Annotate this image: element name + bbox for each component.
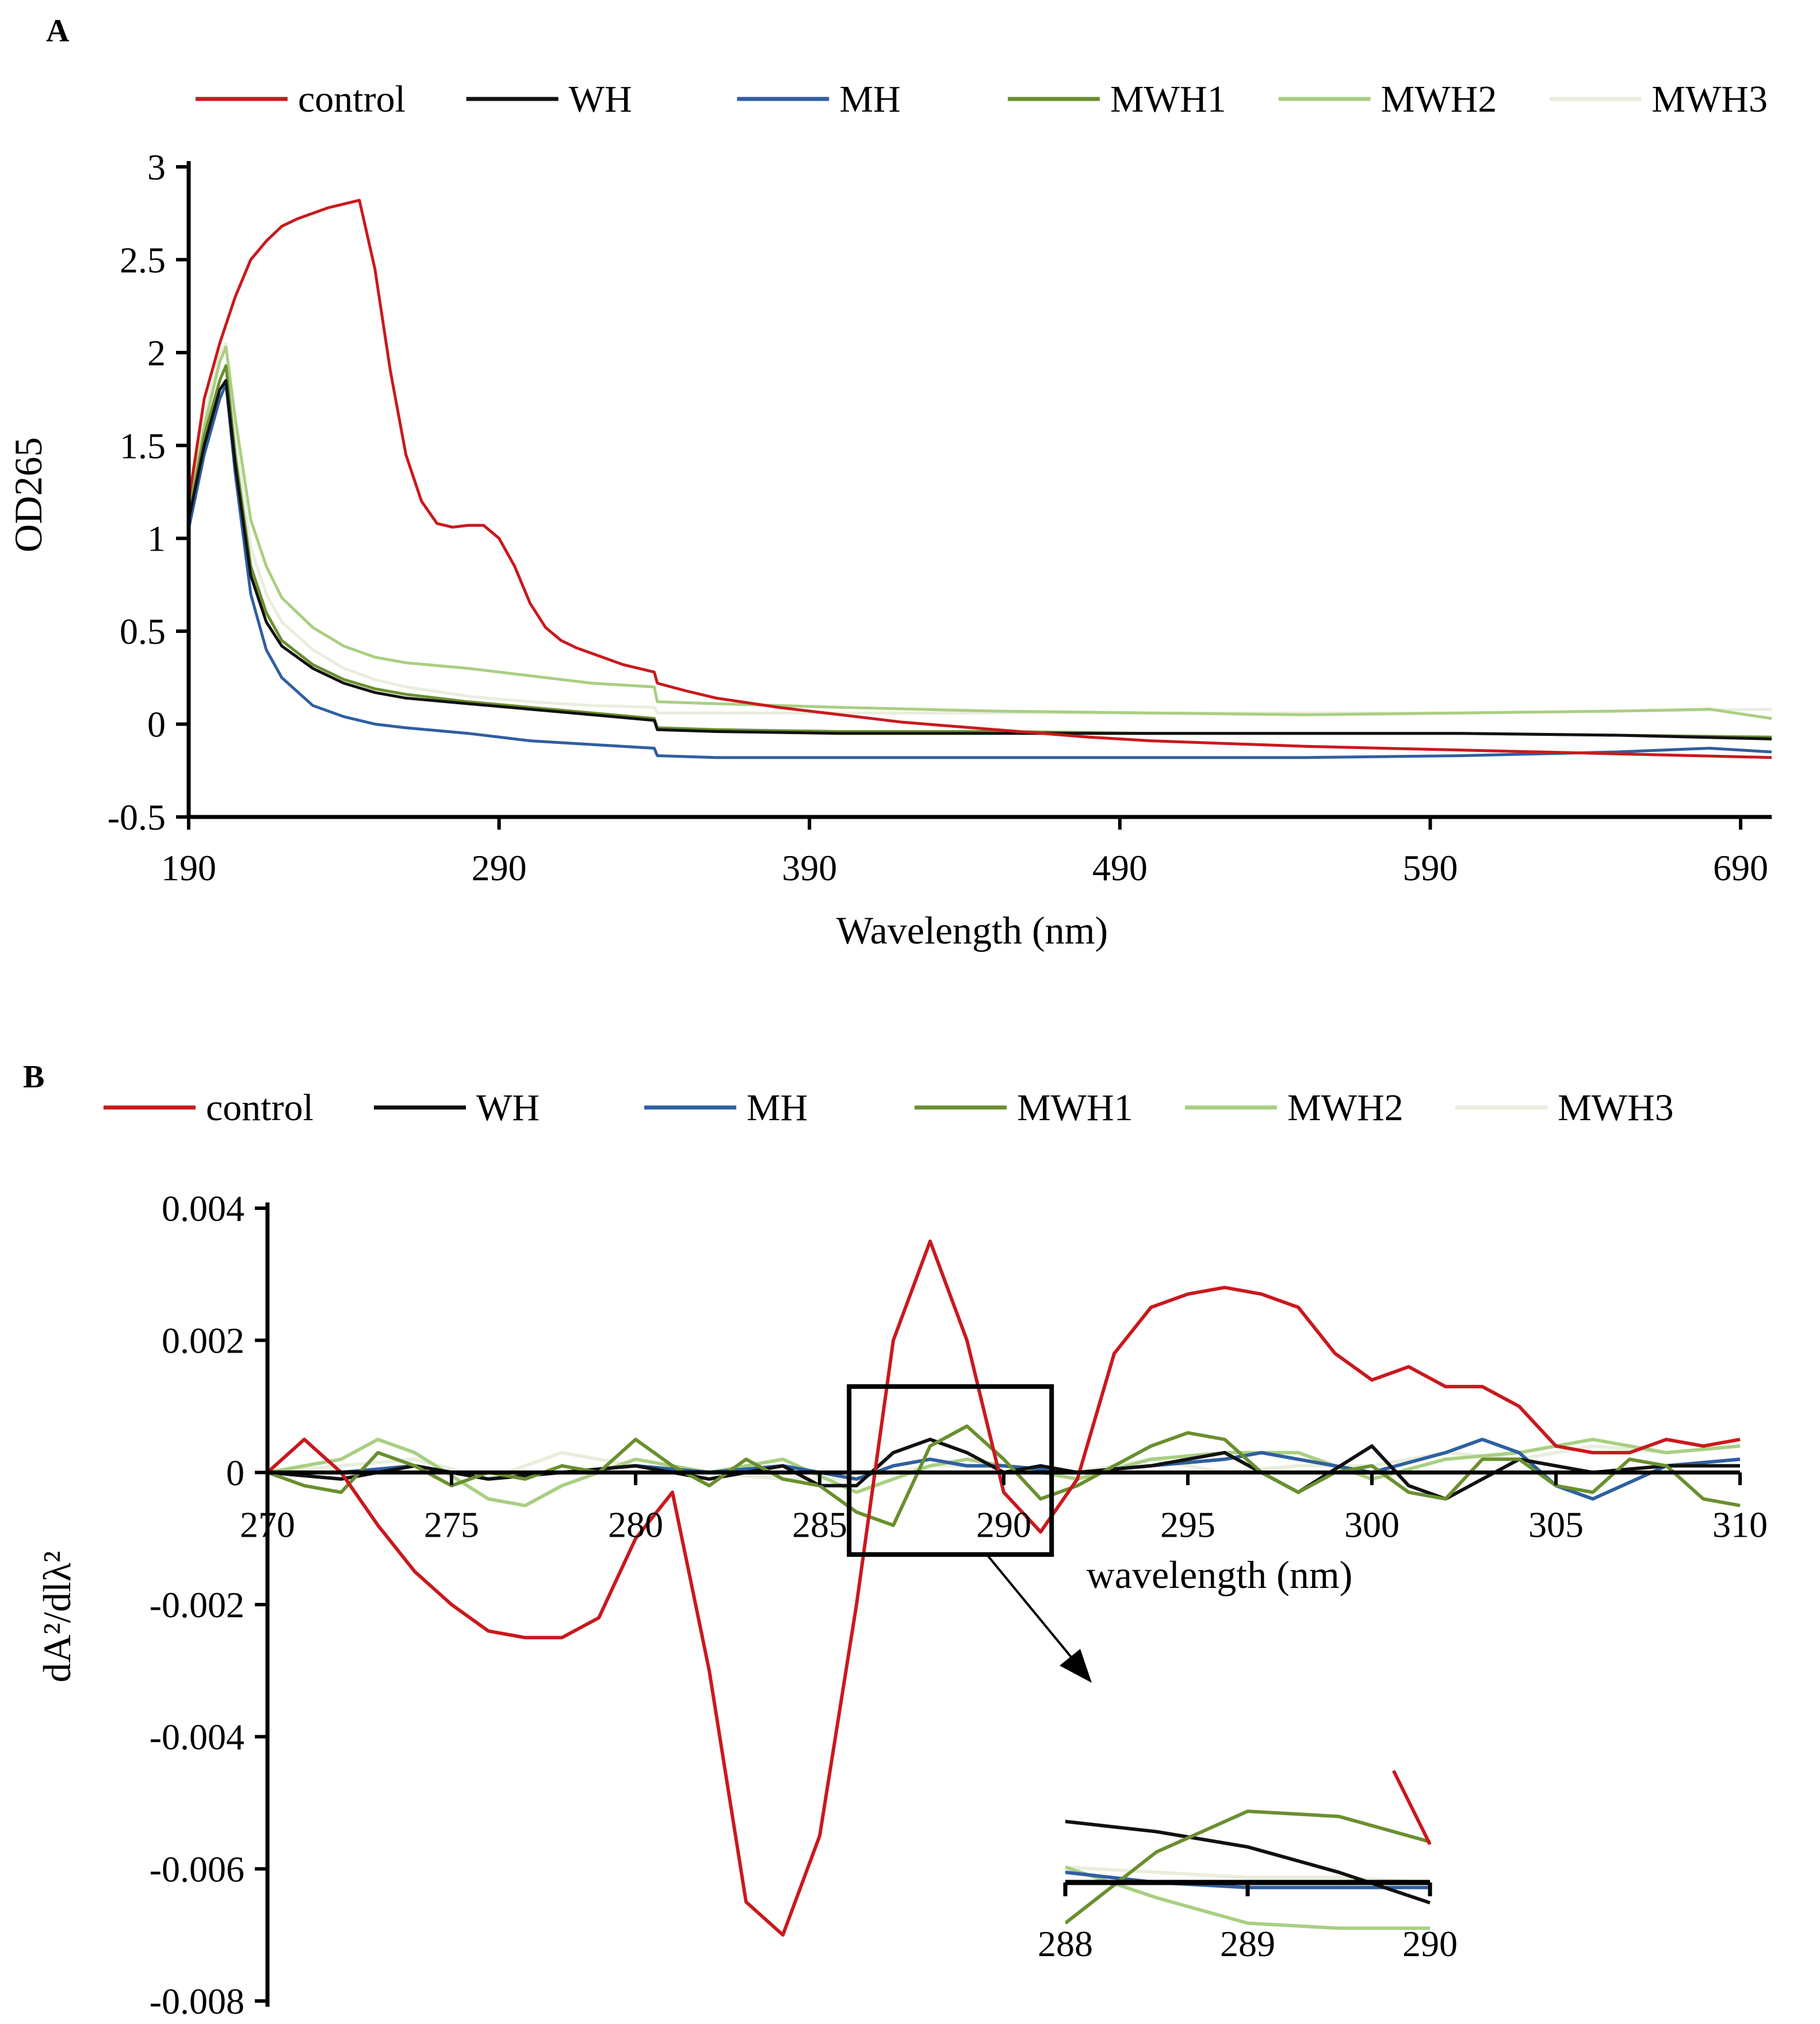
y-tick-label: 0	[147, 704, 166, 745]
y-tick-label: -0.002	[150, 1584, 244, 1625]
x-tick-label: 300	[1344, 1504, 1400, 1545]
y-tick-label: 2.5	[120, 239, 166, 280]
y-tick-label: 0.002	[162, 1320, 244, 1361]
panel-a-xlabel: Wavelength (nm)	[836, 908, 1108, 952]
panel-a: A control WH MH MWH1 MWH2 MWH3 3 2.5 2 1.5 1 0.5 0 -…	[6, 13, 1772, 952]
y-tick-label: 0	[226, 1452, 244, 1493]
panel-b-inset: 288 289 290	[1038, 1770, 1458, 1964]
x-tick-label: 490	[1092, 847, 1148, 888]
y-tick-label: 0.004	[162, 1188, 244, 1229]
x-tick-label: 690	[1713, 847, 1768, 888]
y-tick-label: -0.006	[150, 1849, 244, 1889]
legend-label-mwh2: MWH2	[1381, 78, 1497, 120]
inset-series-line-control	[1391, 1770, 1432, 1846]
x-tick-label: 280	[608, 1504, 663, 1545]
x-tick-label: 290	[976, 1504, 1031, 1545]
series-line-control	[266, 1239, 1741, 1937]
series-line-control	[187, 198, 1772, 759]
series-line-mwh2	[187, 345, 1772, 720]
panel-b: B control WH MH MWH1 MWH2 MWH3 0.004 0.002 0 -0.…	[23, 1059, 1768, 2022]
x-tick-label: 590	[1402, 847, 1458, 888]
panel-b-label: B	[23, 1059, 44, 1095]
x-tick-label: 390	[782, 847, 837, 888]
panel-a-label: A	[46, 13, 70, 49]
zoom-arrow-head	[1060, 1649, 1092, 1683]
panel-a-plot: 3 2.5 2 1.5 1 0.5 0 -0.5 190 290 390 490 590 690	[108, 147, 1772, 888]
panel-a-legend: control WH MH MWH1 MWH2 MWH3	[196, 78, 1768, 120]
panel-b-plot: 0.004 0.002 0 -0.002 -0.004 -0.006 -0.008 270 27…	[150, 1188, 1768, 2022]
panel-b-xlabel: wavelength (nm)	[1087, 1553, 1353, 1597]
zoom-arrow-line	[987, 1555, 1072, 1658]
y-tick-label: -0.004	[150, 1717, 244, 1758]
x-tick-label: 285	[792, 1504, 847, 1545]
panel-a-ylabel: OD265	[6, 437, 50, 552]
legend-label-control: control	[298, 78, 406, 120]
y-tick-label: -0.008	[150, 1981, 244, 2022]
x-tick-label: 290	[472, 847, 527, 888]
legend-label-mwh1: MWH1	[1017, 1087, 1133, 1129]
x-tick-label: 295	[1160, 1504, 1215, 1545]
y-tick-label: 1	[147, 518, 166, 559]
inset-series-line-mwh3	[1065, 1865, 1431, 1884]
y-tick-label: 3	[147, 147, 166, 188]
y-tick-label: 0.5	[120, 611, 166, 652]
x-tick-label: 190	[161, 847, 216, 888]
legend-label-wh: WH	[476, 1087, 540, 1129]
inset-x-tick-label: 288	[1038, 1923, 1093, 1964]
inset-x-tick-label: 289	[1220, 1923, 1275, 1964]
series-line-mwh1	[266, 1424, 1741, 1527]
legend-label-mwh2: MWH2	[1287, 1087, 1404, 1129]
y-tick-label: 2	[147, 333, 166, 373]
legend-label-mwh3: MWH3	[1558, 1087, 1674, 1129]
panel-b-ylabel: dA²/dlλ²	[35, 1551, 79, 1683]
series-line-mwh2	[267, 1437, 1741, 1507]
inset-series-line-mwh1	[1065, 1809, 1431, 1925]
legend-label-control: control	[206, 1087, 313, 1129]
legend-label-mwh3: MWH3	[1651, 78, 1768, 120]
series-line-mh	[187, 383, 1772, 759]
legend-label-mh: MH	[747, 1087, 808, 1129]
series-line-wh	[187, 379, 1772, 740]
x-tick-label: 310	[1712, 1504, 1768, 1545]
inset-series-line-mwh2	[1065, 1865, 1430, 1930]
inset-x-tick-label: 290	[1402, 1923, 1458, 1964]
x-tick-label: 275	[424, 1504, 479, 1545]
y-tick-label: 1.5	[120, 425, 166, 466]
legend-label-wh: WH	[569, 78, 632, 120]
zoom-highlight-box	[847, 1384, 1054, 1557]
y-tick-label: -0.5	[108, 797, 166, 838]
x-tick-label: 270	[240, 1504, 295, 1545]
x-tick-label: 305	[1528, 1504, 1584, 1545]
legend-label-mh: MH	[839, 78, 900, 120]
legend-label-mwh1: MWH1	[1110, 78, 1226, 120]
panel-b-legend: control WH MH MWH1 MWH2 MWH3	[104, 1087, 1674, 1129]
